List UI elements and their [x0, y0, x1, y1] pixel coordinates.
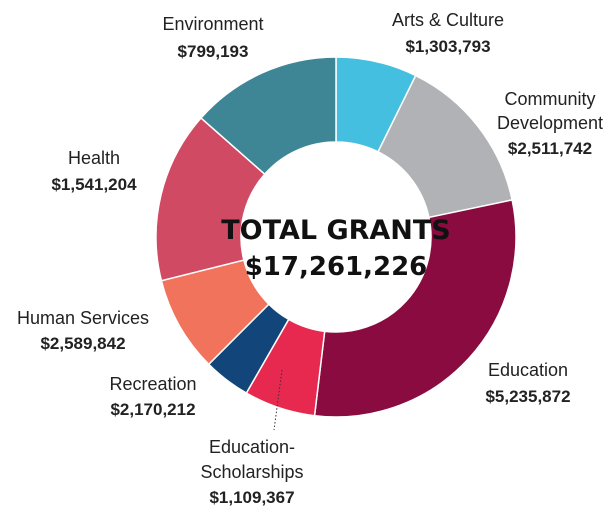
label-community-development: Community Development $2,511,742: [497, 89, 603, 158]
label-name-human-services: Human Services: [17, 308, 149, 328]
center-total: $17,261,226: [245, 252, 428, 282]
label-environment: Environment $799,193: [162, 14, 263, 61]
slice-education: [313, 199, 517, 418]
donut-slices: [155, 56, 517, 418]
label-value-health: $1,541,204: [51, 175, 137, 194]
label-name-health: Health: [68, 148, 120, 168]
label-name-arts-culture: Arts & Culture: [392, 10, 504, 30]
label-value-environment: $799,193: [178, 42, 249, 61]
slice-labels: Arts & Culture $1,303,793 Community Develop…: [17, 10, 603, 507]
label-name-environment: Environment: [162, 14, 263, 34]
label-name-education-scholarships-2: Scholarships: [200, 462, 303, 482]
label-name-community-development-2: Development: [497, 113, 603, 133]
label-value-education-scholarships: $1,109,367: [209, 488, 294, 507]
label-name-education-scholarships-1: Education-: [209, 437, 295, 457]
label-health: Health $1,541,204: [51, 148, 137, 194]
label-value-recreation: $2,170,212: [110, 400, 195, 419]
label-value-community-development: $2,511,742: [508, 139, 592, 158]
label-arts-culture: Arts & Culture $1,303,793: [392, 10, 504, 56]
label-value-arts-culture: $1,303,793: [405, 37, 490, 56]
label-human-services: Human Services $2,589,842: [17, 308, 149, 353]
label-name-recreation: Recreation: [109, 374, 196, 394]
scholarships-leader-line: [273, 369, 283, 431]
label-name-education: Education: [488, 360, 568, 380]
label-recreation: Recreation $2,170,212: [109, 374, 196, 419]
label-education: Education $5,235,872: [485, 360, 570, 406]
label-name-community-development-1: Community: [504, 89, 595, 109]
label-value-human-services: $2,589,842: [40, 334, 125, 353]
center-title: TOTAL GRANTS: [221, 215, 451, 246]
label-value-education: $5,235,872: [485, 387, 570, 406]
label-education-scholarships: Education- Scholarships $1,109,367: [200, 437, 303, 507]
slice-environment: [199, 56, 337, 176]
